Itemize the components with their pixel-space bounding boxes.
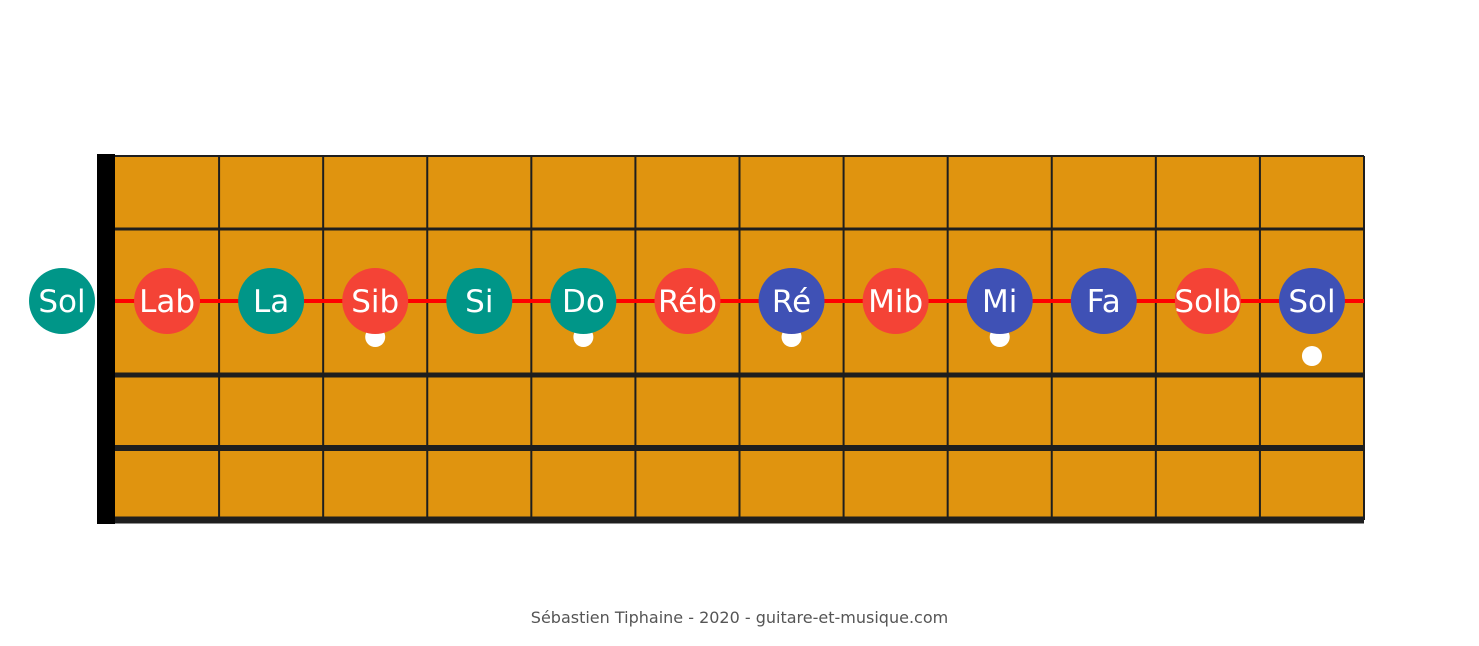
note-circle: [342, 268, 409, 334]
note-circle: [134, 268, 201, 334]
fret-lines: [218, 156, 1365, 520]
open-note-marker: Sol: [29, 268, 95, 334]
note-circle: [966, 268, 1033, 334]
note-marker: Mi: [966, 268, 1033, 334]
note-label: Ré: [772, 284, 811, 320]
note-marker: Réb: [654, 268, 721, 334]
note-label: Solb: [1174, 284, 1241, 320]
note-circle: [1174, 268, 1241, 334]
note-circle: [758, 268, 825, 334]
note-label: Mi: [982, 284, 1017, 320]
inlay-dot: [1301, 346, 1322, 366]
note-marker: Si: [446, 268, 513, 334]
note-marker: Do: [550, 268, 617, 334]
note-label: Mib: [868, 284, 923, 320]
note-label: Do: [562, 284, 605, 320]
note-marker: Fa: [1070, 268, 1137, 334]
note-circle: [446, 268, 513, 334]
nut-bar: [97, 154, 115, 524]
note-circle: [238, 268, 305, 334]
note-circle: [550, 268, 617, 334]
note-circle: [1278, 268, 1345, 334]
note-label: Lab: [139, 284, 195, 320]
note-marker: Ré: [758, 268, 825, 334]
note-circle: [1070, 268, 1137, 334]
note-label: Si: [465, 284, 493, 320]
note-label: Sol: [1288, 284, 1335, 320]
note-circle: [862, 268, 929, 334]
note-label: Réb: [658, 284, 717, 320]
note-label: Sib: [351, 284, 399, 320]
credit-text: Sébastien Tiphaine - 2020 - guitare-et-m…: [530, 608, 949, 627]
note-marker: Solb: [1174, 268, 1241, 334]
note-marker: La: [238, 268, 305, 334]
note-circle: [654, 268, 721, 334]
note-marker: Sib: [342, 268, 409, 334]
note-label: La: [253, 284, 289, 320]
note-label: Sol: [38, 284, 85, 320]
note-circle: [29, 268, 95, 334]
note-markers: Sol Lab La Sib Si Do Réb Ré Mib Mi Fa Solb Sol: [29, 268, 1345, 334]
note-marker: Mib: [862, 268, 929, 334]
note-marker: Sol: [1278, 268, 1345, 334]
note-label: Fa: [1087, 284, 1121, 320]
nut: [97, 154, 115, 524]
string-lines: [115, 155, 1364, 524]
note-marker: Lab: [134, 268, 201, 334]
